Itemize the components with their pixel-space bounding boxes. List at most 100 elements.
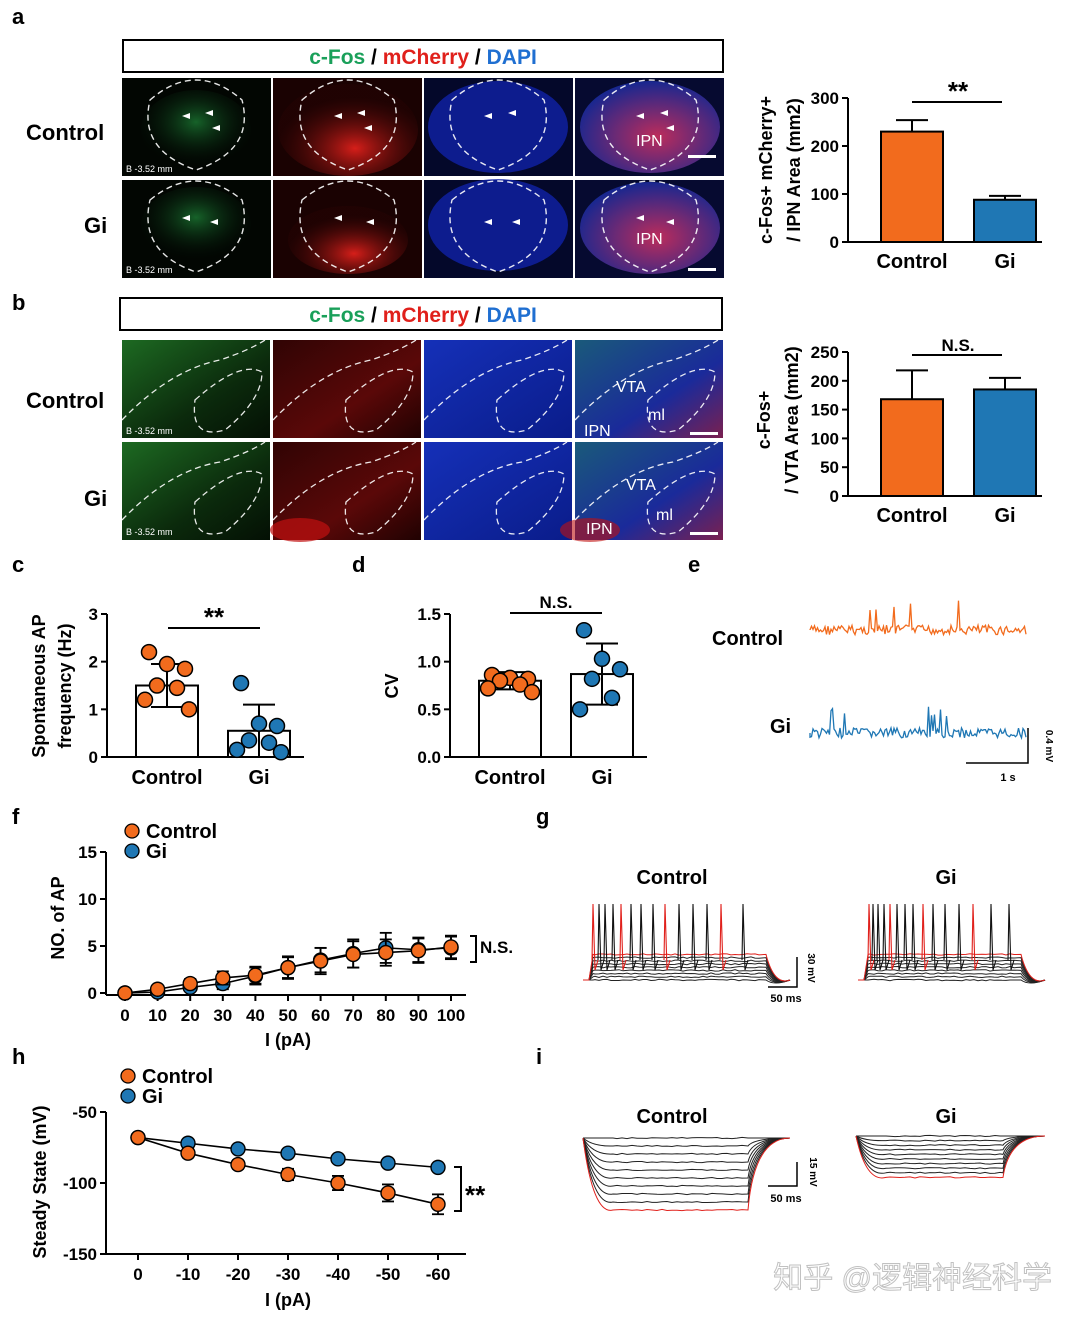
ap-spike (603, 903, 611, 971)
trace-i-scale-v: 15 mV (807, 1157, 818, 1187)
chart-f-xtick-label: 10 (148, 1006, 167, 1025)
chart-d-xcat-gi: Gi (591, 767, 612, 789)
trace-i-title-control: Control (636, 1106, 707, 1128)
ap-spike (943, 903, 951, 971)
chart-f-xlabel: I (pA) (265, 1030, 311, 1050)
chart-d-xcat-control: Control (474, 767, 545, 789)
ap-spike (876, 903, 884, 971)
sweep (583, 965, 791, 982)
ap-spike (911, 903, 919, 971)
sweep (858, 969, 1046, 983)
sweep (855, 1135, 1046, 1170)
chart-b-bar-control (880, 398, 944, 497)
chart-h-point-control (230, 1156, 246, 1173)
trace-g-scalebar (768, 957, 798, 988)
chart-h-point-control (280, 1166, 296, 1183)
chart-h-xtick-label: -40 (326, 1265, 351, 1284)
panel-letter-c: c (12, 552, 24, 577)
sweep (583, 962, 791, 982)
chart-c-point (268, 717, 286, 735)
trace-e-scalebar (966, 728, 1029, 764)
sweep (855, 1135, 1046, 1174)
micrograph-grid-a: B -3.52 mm B -3.52 mm IPN IPN (122, 78, 724, 278)
ipn-label-b1: IPN (584, 423, 611, 440)
sweep (858, 972, 1046, 983)
chart-h-ytick-label: -100 (63, 1174, 97, 1193)
chart-f-point-control (182, 975, 198, 992)
chart-c-point (232, 674, 250, 692)
chart-a-ytick-label: 0 (830, 233, 839, 252)
chart-c-point (260, 734, 278, 751)
chart-h-xlabel: I (pA) (265, 1290, 311, 1310)
sweep (855, 1135, 1046, 1142)
bregma-label-a2: B -3.52 mm (126, 265, 173, 275)
chart-h-xtick-label: -10 (176, 1265, 201, 1284)
chart-h-xtick-label: -60 (426, 1265, 451, 1284)
chart-f-point-control (117, 985, 133, 1001)
ap-spike (651, 903, 659, 971)
chart-h-point-control (330, 1175, 346, 1191)
sweep (582, 1137, 791, 1180)
chart-f-xtick-label: 100 (437, 1006, 465, 1025)
ml-label-b2: ml (656, 507, 673, 524)
chart-f-point-control (443, 939, 459, 955)
sweep (582, 1137, 791, 1164)
sweep (582, 1137, 791, 1156)
chart-b-ytick-label: 100 (811, 429, 839, 448)
trace-panel-e: Control Gi 0.4 mV 1 s (712, 600, 1054, 784)
chart-h-legend-control: Control (142, 1066, 213, 1088)
chart-h-point-gi (430, 1159, 446, 1176)
micrograph-grid-b: B -3.52 mm B -3.52 mm VTA ml IPN VTA ml … (121, 339, 723, 542)
trace-g-gi-sweeps (858, 903, 1046, 984)
chart-d-ylabel: CV (382, 673, 402, 698)
bregma-label-b2: B -3.52 mm (126, 527, 173, 537)
ap-spike (639, 903, 647, 971)
watermark: 知乎 @逻辑神经科学 (773, 1262, 1052, 1295)
chart-b-vta-bar: c-Fos+ / VTA Area (mm2) 050100150200250 … (754, 336, 1042, 527)
stain-header-box-a (122, 39, 724, 73)
chart-f-legend-gi: Gi (146, 841, 167, 863)
sweep (855, 1135, 1046, 1165)
chart-h-steady-state: Steady State (mV) I (pA) -50 -100 -150 0 -10… (30, 1066, 486, 1310)
row-label-control-a: Control (26, 120, 104, 145)
chart-h-point-control (180, 1145, 196, 1161)
chart-f-point-control (247, 967, 264, 983)
chart-d-ytick-label: 0.0 (417, 748, 441, 767)
chart-h-legend-gi-marker (120, 1088, 136, 1104)
chart-b-ytick-label: 250 (811, 343, 839, 362)
ap-spike (629, 903, 637, 971)
chart-f-legend-control-marker (124, 823, 140, 839)
ap-spike (1007, 903, 1015, 971)
chart-f-xtick-label: 90 (409, 1006, 428, 1025)
ipn-label-b2: IPN (586, 521, 613, 538)
chart-b-ytick-label: 200 (811, 372, 839, 391)
chart-h-ytick-label: -50 (72, 1103, 97, 1122)
trace-g-scale-v: 30 mV (805, 953, 816, 983)
chart-d-point (511, 676, 529, 693)
ap-spike (719, 903, 727, 971)
trace-i-scalebar (768, 1162, 798, 1187)
chart-f-xtick-label: 50 (279, 1006, 298, 1025)
chart-c-ylabel-1: Spontaneous AP (29, 614, 49, 757)
micrograph-dapi-control-b (424, 340, 572, 438)
chart-f-xtick-label: 0 (120, 1006, 129, 1025)
vta-label-b2: VTA (626, 477, 656, 494)
ap-spike (921, 903, 929, 971)
panel-letter-e: e (688, 552, 700, 577)
chart-f-point-control (378, 944, 394, 961)
chart-c-point (140, 643, 158, 661)
chart-c-point (272, 743, 290, 761)
chart-c-xcat-gi: Gi (248, 767, 269, 789)
scale-bar-b2 (690, 532, 718, 535)
chart-c-xcat-control: Control (131, 767, 202, 789)
bregma-label-b1: B -3.52 mm (126, 426, 173, 436)
scale-bar-a1 (688, 155, 716, 158)
chart-d-point (611, 661, 629, 678)
trace-e-scale-v: 0.4 mV (1043, 730, 1054, 763)
trace-g-title-control: Control (636, 867, 707, 889)
ap-spike (677, 903, 685, 971)
panel-letter-g: g (536, 804, 549, 829)
trace-g-scale-t: 50 ms (770, 993, 801, 1005)
chart-d-point (575, 621, 593, 639)
sweep (858, 965, 1046, 982)
